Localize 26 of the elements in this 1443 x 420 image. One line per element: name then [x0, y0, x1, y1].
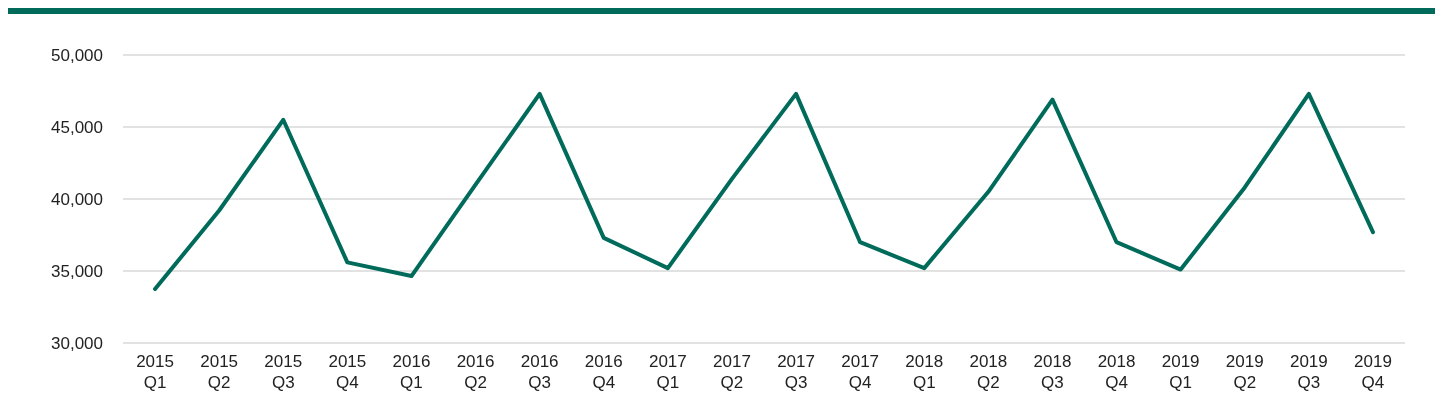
- y-tick-label: 50,000: [51, 45, 103, 65]
- x-tick-label: 2019 Q1: [1161, 352, 1200, 392]
- y-tick-label: 30,000: [51, 333, 103, 353]
- x-tick-label: 2017 Q3: [777, 352, 815, 392]
- x-tick-label: 2016 Q4: [584, 352, 623, 392]
- x-tick-label: 2015 Q1: [136, 352, 174, 392]
- x-tick-label: 2018 Q3: [1033, 352, 1072, 392]
- x-tick-label: 2019 Q4: [1354, 352, 1392, 392]
- y-tick-label: 35,000: [51, 261, 103, 281]
- x-tick-label: 2018 Q2: [969, 352, 1008, 392]
- y-tick-label: 45,000: [51, 117, 103, 137]
- x-tick-label: 2015 Q3: [264, 352, 303, 392]
- x-tick-label: 2017 Q2: [713, 352, 751, 392]
- x-tick-label: 2018 Q1: [905, 352, 944, 392]
- x-tick-label: 2019 Q2: [1225, 352, 1264, 392]
- x-tick-label: 2016 Q3: [520, 352, 559, 392]
- x-tick-label: 2016 Q1: [392, 352, 431, 392]
- x-tick-label: 2018 Q4: [1097, 352, 1136, 392]
- x-tick-label: 2019 Q3: [1289, 352, 1328, 392]
- line-series: [153, 91, 1375, 291]
- x-tick-label: 2015 Q4: [328, 352, 367, 392]
- x-tick-label: 2015 Q2: [200, 352, 239, 392]
- y-tick-label: 40,000: [51, 189, 103, 209]
- x-tick-label: 2017 Q4: [841, 352, 880, 392]
- x-tick-label: 2017 Q1: [648, 352, 687, 392]
- x-tick-label: 2016 Q2: [456, 352, 495, 392]
